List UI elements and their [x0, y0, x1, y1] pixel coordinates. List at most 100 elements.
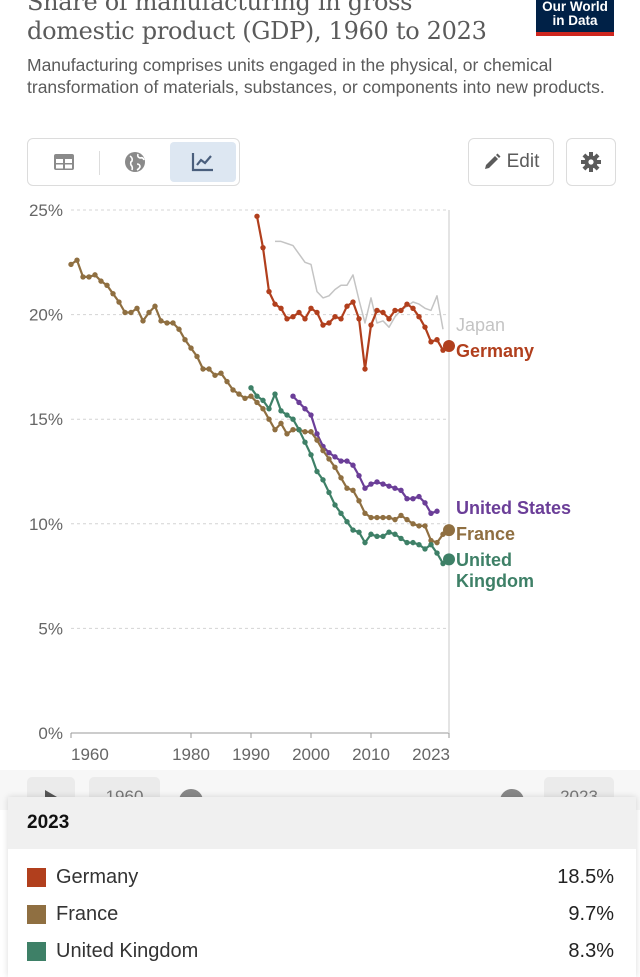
- data-point: [422, 500, 428, 506]
- y-tick-label: 20%: [29, 306, 63, 325]
- chart-subtitle: Manufacturing comprises units engaged in…: [27, 55, 605, 97]
- gear-icon: [581, 152, 601, 172]
- data-point: [290, 426, 296, 433]
- x-tick-label: 2023: [412, 745, 450, 764]
- data-point: [212, 372, 218, 378]
- data-point: [326, 320, 332, 326]
- data-point: [428, 510, 434, 517]
- data-point: [332, 313, 338, 320]
- data-point: [284, 316, 290, 322]
- data-point: [350, 527, 356, 533]
- x-tick-label: 2010: [352, 745, 390, 764]
- data-point: [80, 274, 86, 280]
- data-point: [410, 495, 416, 502]
- data-point: [254, 213, 260, 219]
- endpoint-marker: [443, 524, 455, 537]
- data-point: [206, 366, 212, 372]
- data-point: [308, 452, 314, 458]
- logo-line-2: in Data: [552, 13, 598, 28]
- data-point: [128, 309, 134, 316]
- data-point: [374, 307, 380, 314]
- data-point: [122, 309, 128, 316]
- data-point: [230, 387, 236, 393]
- data-point: [386, 529, 392, 535]
- series-label: Germany: [456, 341, 534, 361]
- data-point: [350, 462, 356, 468]
- series-japan: [275, 240, 444, 330]
- data-point: [344, 458, 350, 464]
- data-point: [362, 366, 368, 372]
- data-point: [422, 324, 428, 330]
- data-point: [296, 309, 302, 316]
- chart-view-tab[interactable]: [170, 142, 236, 182]
- data-point: [320, 322, 326, 328]
- y-tick-label: 15%: [29, 410, 63, 429]
- data-point: [434, 550, 440, 556]
- data-point: [434, 508, 440, 514]
- data-point: [302, 406, 308, 412]
- data-point: [344, 303, 350, 309]
- data-point: [392, 307, 398, 314]
- data-point: [398, 535, 404, 542]
- data-point: [218, 370, 224, 376]
- legend-swatch: [27, 904, 46, 924]
- data-point: [368, 481, 374, 487]
- data-point: [434, 539, 440, 546]
- data-point: [368, 514, 374, 521]
- data-point: [398, 512, 404, 519]
- data-point: [362, 510, 368, 517]
- globe-icon: [125, 152, 145, 172]
- data-point: [428, 339, 434, 345]
- data-point: [92, 272, 98, 278]
- settings-button[interactable]: [566, 138, 616, 186]
- owid-logo[interactable]: Our World in Data: [536, 0, 614, 36]
- edit-button[interactable]: Edit: [468, 138, 554, 186]
- data-point: [368, 322, 374, 328]
- data-point: [320, 477, 326, 483]
- toggle-divider: [99, 151, 100, 175]
- data-point: [356, 472, 362, 479]
- tooltip-row: France 9.7%: [8, 896, 636, 932]
- data-point: [308, 305, 314, 312]
- data-point: [422, 546, 428, 552]
- data-point: [272, 426, 278, 433]
- data-point: [284, 431, 290, 437]
- x-tick-label: 1980: [172, 745, 210, 764]
- data-point: [404, 539, 410, 546]
- data-point: [314, 309, 320, 316]
- data-point: [278, 420, 284, 427]
- series-line: [275, 240, 444, 330]
- data-point: [278, 305, 284, 312]
- data-point: [434, 337, 440, 343]
- data-point: [254, 393, 260, 399]
- data-point: [416, 542, 422, 548]
- data-point: [176, 326, 182, 332]
- line-chart-icon: [191, 153, 213, 172]
- data-point: [320, 447, 326, 454]
- data-point: [146, 309, 152, 316]
- endpoint-marker: [443, 553, 455, 566]
- series-united-states: [290, 393, 440, 517]
- series-united-kingdom: [248, 385, 455, 567]
- data-point: [332, 502, 338, 508]
- data-point: [326, 456, 332, 462]
- series-label: United: [456, 550, 512, 570]
- map-view-tab[interactable]: [102, 142, 168, 182]
- data-point: [374, 479, 380, 485]
- data-point: [308, 412, 314, 418]
- tooltip-row: United Kingdom 8.3%: [8, 933, 636, 969]
- series-line: [255, 216, 450, 371]
- data-point: [236, 391, 242, 397]
- logo-accent-bar: [536, 32, 614, 36]
- data-point: [164, 320, 170, 326]
- data-point: [134, 305, 140, 312]
- data-point: [380, 481, 386, 487]
- data-point: [356, 498, 362, 504]
- data-point: [356, 316, 362, 322]
- data-point: [260, 406, 266, 412]
- data-point: [398, 487, 404, 494]
- data-point: [338, 458, 344, 464]
- tooltip-row-value: 8.3%: [568, 939, 614, 962]
- table-view-tab[interactable]: [31, 142, 97, 182]
- data-point: [98, 278, 104, 284]
